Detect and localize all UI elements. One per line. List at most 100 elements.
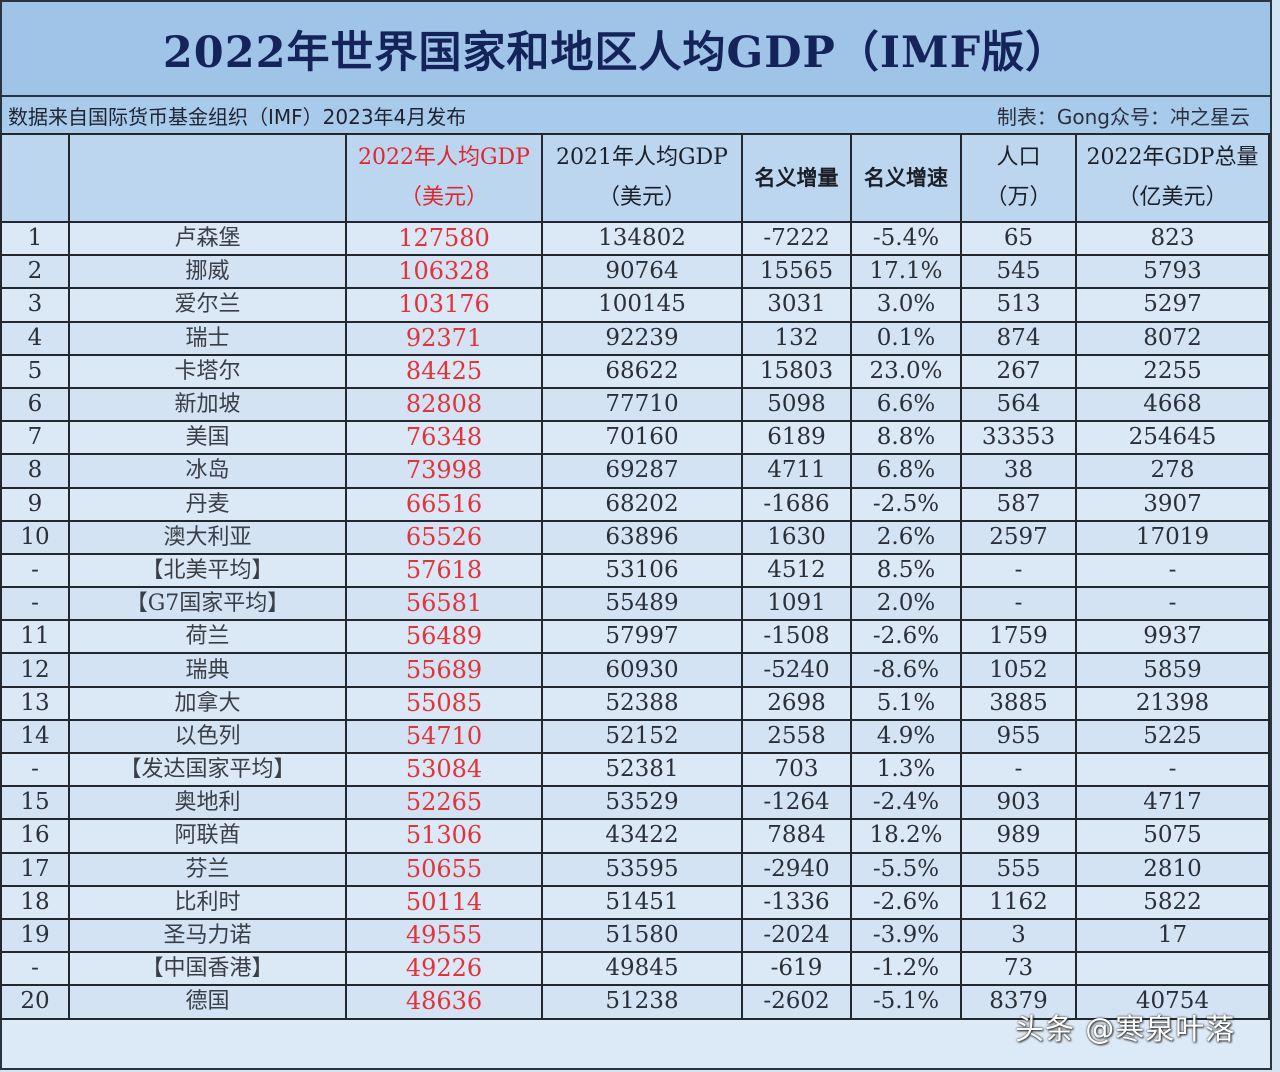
- header-gdp2022: 2022年人均GDP （美元）: [345, 133, 543, 223]
- table-row: 10 澳大利亚 65526 63896 1630 2.6% 2597 17019: [0, 519, 1270, 555]
- growth-rate-cell: 17.1%: [850, 254, 962, 290]
- gdp-2021-cell: 60930: [541, 652, 743, 688]
- rank-cell: 9: [0, 486, 70, 522]
- table-row: 5 卡塔尔 84425 68622 15803 23.0% 267 2255: [0, 353, 1270, 389]
- gdp-2022-cell: 50114: [345, 884, 543, 920]
- population-cell: 33353: [960, 420, 1077, 456]
- increase-cell: 703: [741, 751, 852, 788]
- growth-rate-cell: 4.9%: [850, 718, 962, 755]
- rank-cell: 4: [0, 320, 70, 356]
- growth-rate-cell: 5.1%: [850, 685, 962, 721]
- header-name: [68, 133, 347, 223]
- gdp-2021-cell: 92239: [541, 320, 743, 356]
- gdp-2022-cell: 103176: [345, 287, 543, 323]
- increase-cell: -5240: [741, 652, 852, 688]
- table-row: 6 新加坡 82808 77710 5098 6.6% 564 4668: [0, 386, 1270, 423]
- gdp-2021-cell: 52381: [541, 751, 743, 788]
- population-cell: 989: [960, 818, 1077, 854]
- country-name: 冰岛: [68, 453, 347, 489]
- table-row: 13 加拿大 55085 52388 2698 5.1% 3885 21398: [0, 685, 1270, 721]
- country-name: 挪威: [68, 254, 347, 290]
- title-band: 2022年世界国家和地区人均GDP（IMF版）: [2, 2, 1270, 97]
- gdp-2021-cell: 70160: [541, 420, 743, 456]
- increase-cell: 3031: [741, 287, 852, 323]
- country-name: 芬兰: [68, 851, 347, 887]
- gdp-2022-cell: 76348: [345, 420, 543, 456]
- gdp-2022-cell: 66516: [345, 486, 543, 522]
- increase-cell: -7222: [741, 220, 852, 257]
- rank-cell: 8: [0, 453, 70, 489]
- growth-rate-cell: 8.8%: [850, 420, 962, 456]
- increase-cell: -1264: [741, 785, 852, 821]
- country-name: 以色列: [68, 718, 347, 755]
- total-gdp-cell: 8072: [1075, 320, 1270, 356]
- country-name: 【发达国家平均】: [68, 751, 347, 788]
- growth-rate-cell: 6.6%: [850, 386, 962, 423]
- growth-rate-cell: -5.1%: [850, 984, 962, 1020]
- gdp-2022-cell: 55689: [345, 652, 543, 688]
- growth-rate-cell: 0.1%: [850, 320, 962, 356]
- gdp-2021-cell: 57997: [541, 619, 743, 655]
- gdp-2021-cell: 51238: [541, 984, 743, 1020]
- growth-rate-cell: 18.2%: [850, 818, 962, 854]
- total-gdp-cell: -: [1075, 586, 1270, 622]
- total-gdp-cell: 17: [1075, 917, 1270, 954]
- population-cell: 267: [960, 353, 1077, 389]
- rank-cell: 7: [0, 420, 70, 456]
- gdp-2022-cell: 55085: [345, 685, 543, 721]
- total-gdp-cell: 254645: [1075, 420, 1270, 456]
- table-row: 8 冰岛 73998 69287 4711 6.8% 38 278: [0, 453, 1270, 489]
- growth-rate-cell: 8.5%: [850, 552, 962, 589]
- total-gdp-cell: 278: [1075, 453, 1270, 489]
- total-gdp-cell: 9937: [1075, 619, 1270, 655]
- growth-rate-cell: -1.2%: [850, 951, 962, 987]
- increase-cell: 15565: [741, 254, 852, 290]
- country-name: 阿联酋: [68, 818, 347, 854]
- total-gdp-cell: 2255: [1075, 353, 1270, 389]
- total-gdp-cell: 823: [1075, 220, 1270, 257]
- population-cell: -: [960, 751, 1077, 788]
- gdp-2022-cell: 106328: [345, 254, 543, 290]
- gdp-2021-cell: 69287: [541, 453, 743, 489]
- gdp-2021-cell: 63896: [541, 519, 743, 555]
- total-gdp-cell: 5225: [1075, 718, 1270, 755]
- increase-cell: 132: [741, 320, 852, 356]
- country-name: 【G7国家平均】: [68, 586, 347, 622]
- growth-rate-cell: -3.9%: [850, 917, 962, 954]
- gdp-2021-cell: 49845: [541, 951, 743, 987]
- country-name: 【中国香港】: [68, 951, 347, 987]
- rank-cell: 1: [0, 220, 70, 257]
- rank-cell: -: [0, 951, 70, 987]
- country-name: 丹麦: [68, 486, 347, 522]
- page-title: 2022年世界国家和地区人均GDP（IMF版）: [162, 27, 1070, 78]
- gdp-2021-cell: 100145: [541, 287, 743, 323]
- population-cell: 903: [960, 785, 1077, 821]
- table-row: - 【发达国家平均】 53084 52381 703 1.3% - -: [0, 751, 1270, 788]
- table-row: - 【北美平均】 57618 53106 4512 8.5% - -: [0, 552, 1270, 589]
- header-population: 人口 （万）: [960, 133, 1077, 223]
- growth-rate-cell: 3.0%: [850, 287, 962, 323]
- total-gdp-cell: -: [1075, 552, 1270, 589]
- population-cell: 2597: [960, 519, 1077, 555]
- population-cell: 955: [960, 718, 1077, 755]
- gdp-2022-cell: 73998: [345, 453, 543, 489]
- growth-rate-cell: -2.6%: [850, 884, 962, 920]
- country-name: 圣马力诺: [68, 917, 347, 954]
- growth-rate-cell: 23.0%: [850, 353, 962, 389]
- rank-cell: 2: [0, 254, 70, 290]
- header-increase: 名义增量: [741, 133, 852, 223]
- population-cell: 1052: [960, 652, 1077, 688]
- country-name: 加拿大: [68, 685, 347, 721]
- growth-rate-cell: 6.8%: [850, 453, 962, 489]
- population-cell: 1162: [960, 884, 1077, 920]
- country-name: 卢森堡: [68, 220, 347, 257]
- header-gdp2021: 2021年人均GDP （美元）: [541, 133, 743, 223]
- increase-cell: -1686: [741, 486, 852, 522]
- increase-cell: 2558: [741, 718, 852, 755]
- gdp-2022-cell: 65526: [345, 519, 543, 555]
- growth-rate-cell: -2.5%: [850, 486, 962, 522]
- table-row: - 【G7国家平均】 56581 55489 1091 2.0% - -: [0, 586, 1270, 622]
- population-cell: 874: [960, 320, 1077, 356]
- gdp-2022-cell: 84425: [345, 353, 543, 389]
- increase-cell: 4512: [741, 552, 852, 589]
